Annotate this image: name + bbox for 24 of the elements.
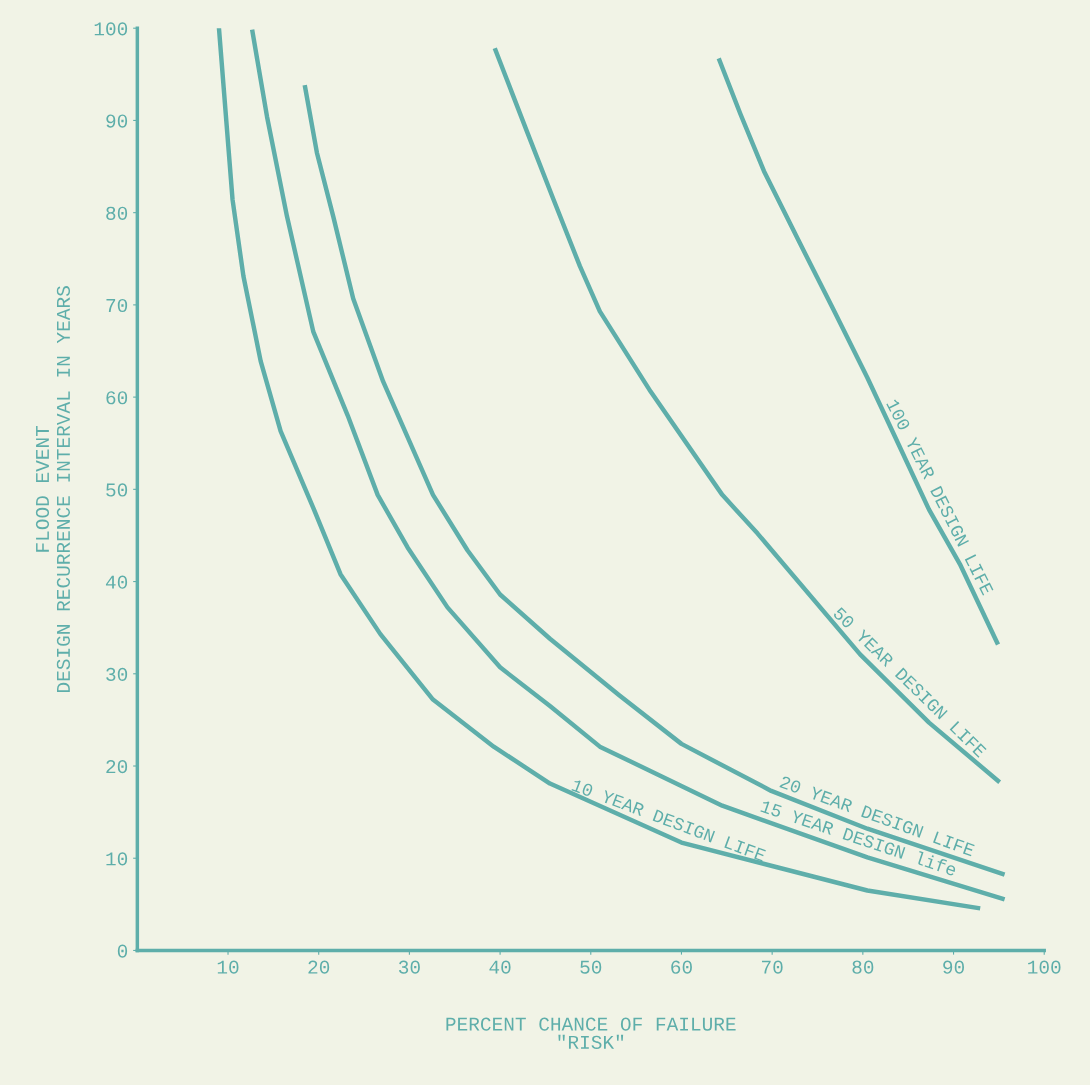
x-tick-label: 60 (671, 960, 692, 974)
y-tick-label: 80 (106, 206, 128, 220)
y-tick-label: 30 (106, 667, 128, 682)
x-axis-title: PERCENT CHANCE OF FAILURE "RISK" (446, 1017, 736, 1049)
x-tick-label: 10 (217, 960, 239, 974)
y-tick-label: 100 (94, 22, 128, 36)
y-tick-label: 0 (117, 944, 128, 958)
x-tick-label: 100 (1028, 960, 1061, 974)
y-tick-label: 20 (106, 760, 128, 774)
x-tick-label: 40 (489, 960, 511, 974)
x-tick-label: 70 (761, 960, 783, 974)
y-tick-label: 10 (106, 852, 128, 866)
y-tick-label: 90 (106, 114, 128, 128)
x-tick-label: 80 (852, 960, 874, 974)
y-tick-label: 70 (106, 298, 128, 313)
x-tick-label: 50 (580, 960, 602, 974)
y-tick-label: 60 (106, 391, 128, 405)
line-series (302, 85, 1005, 877)
x-tick-label: 30 (398, 960, 420, 974)
x-tick-label: 90 (943, 960, 964, 974)
x-tick-label: 20 (308, 960, 330, 974)
y-axis-title: FLOOD EVENT DESIGN RECURRENCE INTERVAL IN YEARS (35, 286, 71, 693)
y-tick-label: 50 (106, 483, 128, 497)
y-tick-label: 40 (105, 575, 128, 589)
